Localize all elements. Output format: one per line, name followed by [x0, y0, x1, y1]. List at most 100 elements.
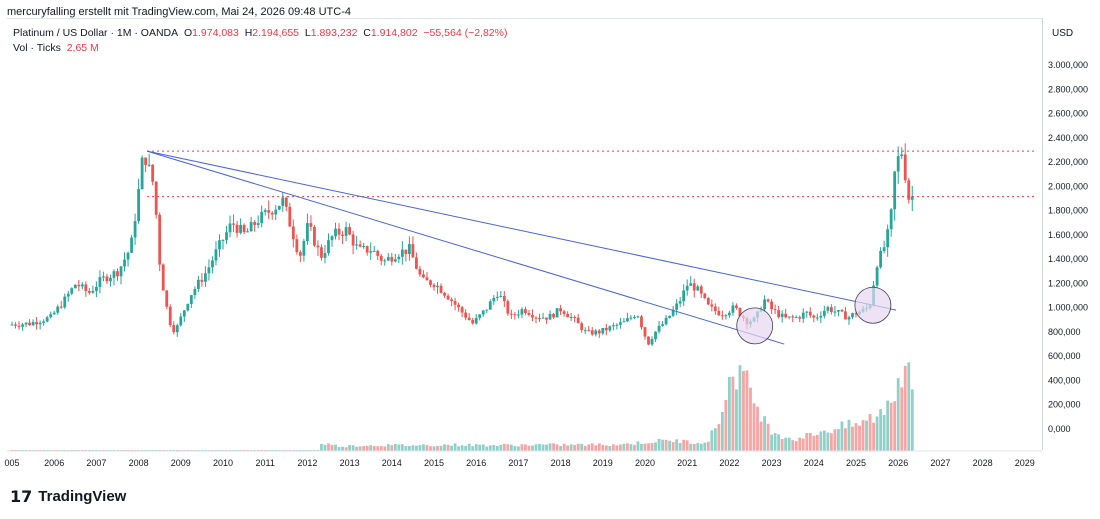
- candle-body: [664, 317, 668, 325]
- candle-body: [242, 224, 246, 233]
- candle-body: [562, 311, 566, 314]
- volume-bar: [590, 443, 594, 451]
- volume-bar: [327, 443, 330, 451]
- candle-body: [49, 314, 53, 318]
- candle-body: [460, 307, 464, 313]
- volume-bar: [826, 432, 830, 451]
- candle-body: [436, 285, 439, 288]
- volume-bar: [706, 441, 710, 451]
- volume-bar: [432, 446, 436, 451]
- volume-bar: [604, 445, 608, 451]
- tradingview-logo[interactable]: 17 TradingView: [10, 487, 126, 506]
- candle-body: [165, 290, 169, 307]
- volume-bar: [369, 445, 373, 451]
- x-tick-label: 2010: [213, 458, 233, 468]
- candle-body: [910, 196, 914, 200]
- volume-bar: [573, 444, 577, 451]
- candle-body: [847, 317, 851, 320]
- volume-bar: [453, 443, 457, 451]
- volume-bar: [682, 439, 686, 451]
- candle-body: [218, 240, 221, 250]
- candle-body: [801, 312, 805, 319]
- candle-body: [45, 317, 49, 322]
- volume-bar: [541, 444, 545, 451]
- candle-body: [569, 316, 573, 318]
- volume-bar: [728, 376, 731, 451]
- candle-body: [643, 327, 647, 337]
- candle-body: [840, 310, 844, 312]
- candle-body: [829, 307, 833, 313]
- candle-body: [777, 310, 781, 318]
- candle-body: [130, 237, 133, 253]
- candle-body: [284, 197, 288, 207]
- candle-body: [179, 316, 183, 326]
- volume-bar: [446, 444, 450, 451]
- candle-body: [784, 313, 788, 318]
- x-tick-label: 2006: [44, 458, 64, 468]
- volume-bar: [770, 434, 773, 451]
- volume-bar: [362, 446, 366, 451]
- volume-bar: [766, 423, 770, 451]
- volume-bar: [854, 423, 858, 451]
- candle-body: [728, 312, 731, 316]
- volume-bar: [840, 421, 844, 451]
- candle-body: [770, 301, 773, 310]
- currency-label[interactable]: USD: [1052, 28, 1074, 39]
- candle-body: [397, 256, 401, 260]
- volume-bar: [422, 444, 425, 451]
- candle-body: [481, 310, 485, 315]
- symbol-legend[interactable]: Platinum / US Dollar · 1M · OANDA O1.974…: [13, 27, 507, 39]
- x-tick-label: 2023: [762, 458, 782, 468]
- candle-body: [73, 284, 77, 289]
- candle-body: [668, 315, 672, 318]
- candle-body: [710, 304, 714, 307]
- volume-bar: [464, 445, 468, 451]
- volume-bar: [492, 445, 496, 451]
- candle-body: [386, 257, 390, 261]
- candle-body: [882, 247, 886, 251]
- candle-body: [102, 276, 105, 278]
- volume-bar: [773, 433, 777, 451]
- x-tick-label: 005: [4, 458, 19, 468]
- candle-body: [875, 267, 879, 286]
- y-tick-label: 0,000: [1048, 424, 1071, 434]
- volume-bar: [495, 445, 499, 451]
- x-tick-label: 2019: [593, 458, 613, 468]
- candle-body: [457, 304, 461, 308]
- volume-bar: [640, 444, 643, 451]
- candle-body: [731, 305, 735, 313]
- symbol-label[interactable]: Platinum / US Dollar · 1M · OANDA: [13, 27, 179, 39]
- volume-bar: [393, 443, 397, 451]
- x-tick-label: 2013: [340, 458, 360, 468]
- candle-body: [348, 227, 351, 235]
- volume-label[interactable]: Vol · Ticks: [13, 42, 61, 54]
- candle-body: [109, 277, 112, 282]
- volume-bar: [351, 445, 355, 451]
- volume-legend[interactable]: Vol · Ticks 2,65 M: [13, 42, 99, 54]
- x-tick-label: 2027: [930, 458, 950, 468]
- volume-bar: [355, 446, 359, 451]
- candle-body: [675, 303, 679, 310]
- volume-bar: [534, 444, 538, 451]
- volume-bar: [471, 446, 475, 451]
- volume-bar: [844, 428, 847, 451]
- y-tick-label: 1.800,000: [1048, 206, 1088, 216]
- candle-body: [232, 223, 235, 225]
- volume-bar: [559, 445, 562, 451]
- candle-body: [506, 301, 510, 314]
- candle-body: [706, 297, 710, 305]
- candle-body: [207, 267, 211, 274]
- volume-bar: [815, 434, 819, 451]
- volume-bar: [858, 425, 861, 451]
- volume-bar: [460, 445, 464, 451]
- candle-body: [815, 317, 819, 319]
- volume-bar: [397, 444, 401, 451]
- candle-body: [313, 226, 316, 246]
- candle-body: [175, 325, 179, 333]
- volume-bar: [450, 445, 453, 451]
- candle-body: [372, 250, 376, 252]
- candle-body: [502, 295, 506, 302]
- candle-body: [415, 257, 418, 269]
- volume-bar: [531, 445, 534, 451]
